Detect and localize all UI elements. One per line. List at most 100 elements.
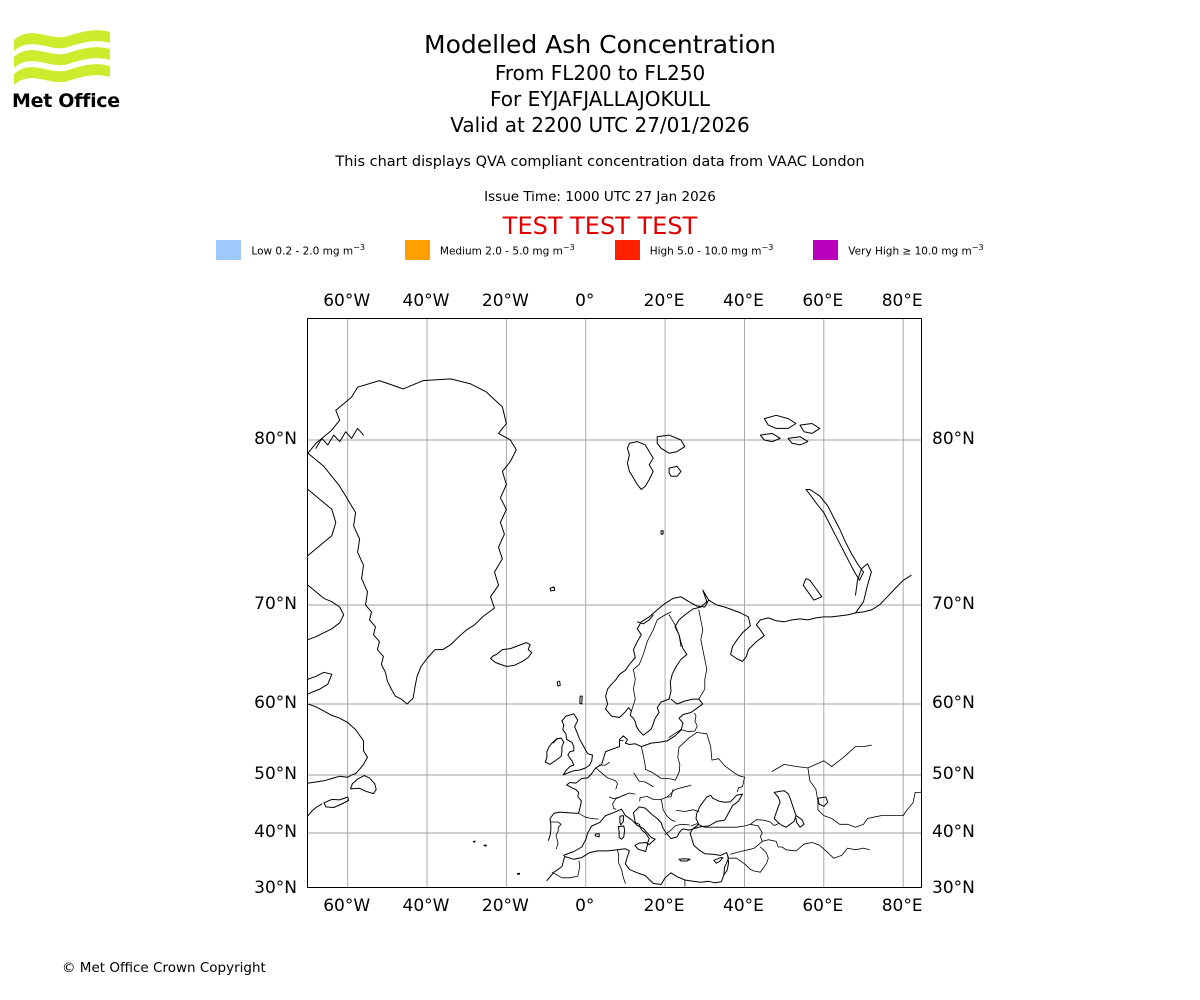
lon-tick-bottom: 40°E [723, 896, 764, 916]
border-de-pl-border [640, 746, 646, 770]
met-office-logo [12, 26, 112, 114]
lat-tick-left: 50°N [254, 764, 297, 784]
lat-tick-right: 70°N [932, 594, 975, 614]
coast-novaya-zemlya-north [805, 489, 864, 581]
coast-iceland [490, 642, 533, 667]
coast-shetland [579, 695, 583, 705]
legend-label-high: High 5.0 - 10.0 mg m−3 [649, 242, 774, 258]
border-hu-ro-border [666, 789, 674, 798]
border-iraq-ir-border [759, 846, 769, 873]
coast-europe-atlantic-coast [547, 698, 704, 841]
coast-azores-b [473, 840, 476, 843]
legend-item-medium: Medium 2.0 - 5.0 mg m−3 [404, 240, 575, 260]
border-ua-ru-border [736, 776, 745, 793]
border-fi-ru-border [698, 609, 708, 700]
border-at-it-border [612, 792, 636, 810]
border-tr-border [690, 823, 763, 855]
lon-tick-bottom: 80°E [881, 896, 923, 916]
lat-tick-left: 80°N [254, 429, 297, 449]
map-plot-area: 60°W 60°W 40°W 40°W 20°W 20°W 0° 0° 20°E 20°E 40°E… [254, 291, 975, 916]
legend-swatch-low [216, 240, 242, 260]
valid-time-line: Valid at 2200 UTC 27/01/2026 [450, 113, 750, 137]
lon-tick-top: 60°E [802, 291, 844, 311]
coast-bear-island [660, 530, 664, 535]
border-dk-de-border [619, 739, 624, 742]
lon-tick-top: 60°W [323, 291, 371, 311]
coast-greenland [308, 378, 517, 705]
border-gr-border [664, 823, 690, 836]
border-balkans-border [639, 785, 692, 800]
coast-newfoundland [350, 775, 377, 795]
lat-tick-right: 50°N [932, 764, 975, 784]
border-se-fi-border [668, 614, 682, 647]
coast-faroe-islands [556, 680, 561, 687]
coast-franz-josef-land-c [759, 432, 781, 443]
lon-tick-bottom: 20°E [643, 896, 685, 916]
coast-kola-white-sea [708, 574, 912, 662]
border-lt-lv-ee-border [668, 712, 698, 738]
border-maghreb-border [551, 860, 581, 879]
coast-ireland [544, 737, 565, 765]
coast-nova-scotia [323, 796, 349, 808]
border-pl-cz-sk-border [644, 768, 676, 781]
coast-sardinia [617, 825, 626, 840]
coast-north-africa-coast [546, 848, 730, 885]
coast-novaya-zemlya-south [802, 578, 823, 601]
coast-mallorca [594, 833, 600, 838]
border-ru-kz-border [771, 744, 872, 772]
lon-tick-top: 20°E [643, 291, 685, 311]
legend-label-low: Low 0.2 - 2.0 mg m−3 [251, 242, 365, 258]
coast-franz-josef-land-a [763, 414, 797, 429]
coast-hudson-ne [308, 671, 333, 695]
lat-tick-right: 30°N [932, 878, 975, 898]
lat-tick-left: 30°N [254, 878, 297, 898]
flight-level-line: From FL200 to FL250 [494, 61, 706, 85]
legend-swatch-medium [404, 240, 430, 260]
border-uk-ie-border [552, 737, 562, 744]
map-coastlines [308, 378, 921, 887]
border-ro-bg-border [675, 809, 700, 812]
border-by-ru-border [678, 732, 745, 778]
coast-corsica [619, 815, 624, 826]
coast-svalbard-spitsbergen [626, 441, 654, 490]
border-ch-it-border [609, 794, 626, 800]
lon-tick-bottom: 20°W [481, 896, 529, 916]
coast-svalbard-edgeoya [668, 465, 682, 477]
coast-lofoten [636, 614, 654, 625]
coast-madeira [517, 872, 520, 875]
copyright-notice: © Met Office Crown Copyright [62, 960, 266, 976]
coast-franz-josef-land-d [787, 436, 809, 446]
legend-item-low: Low 0.2 - 2.0 mg m−3 [216, 240, 365, 260]
legend-label-medium: Medium 2.0 - 5.0 mg m−3 [439, 242, 575, 258]
coast-franz-josef-land-b [799, 423, 821, 434]
page-title: Modelled Ash Concentration [424, 30, 776, 59]
border-ex-yu-border [660, 799, 676, 822]
border-ge-am-az-border [750, 819, 779, 826]
lon-tick-top: 40°W [402, 291, 450, 311]
coast-labrador-coast [308, 703, 368, 784]
coast-azores-a [483, 844, 487, 847]
legend-swatch-very-high [813, 240, 839, 260]
border-ir-border [761, 839, 835, 859]
map-canvas [308, 319, 921, 887]
lat-tick-right: 80°N [932, 429, 975, 449]
met-office-wordmark: Met Office [12, 90, 120, 112]
coast-cyprus [713, 857, 724, 864]
legend-item-very-high: Very High ≥ 10.0 mg m−3 [813, 240, 984, 260]
coast-scandinavia [605, 589, 710, 736]
volcano-line: For EYJAFJALLAJOKULL [490, 87, 710, 111]
lat-tick-left: 40°N [254, 822, 297, 842]
legend-item-high: High 5.0 - 10.0 mg m−3 [614, 240, 774, 260]
legend-swatch-high [614, 240, 640, 260]
border-syria-iraq-border [728, 857, 761, 873]
lon-tick-top: 40°E [723, 291, 764, 311]
coast-us-ne-coast [308, 803, 323, 817]
title-block: Modelled Ash Concentration From FL200 to… [0, 0, 1200, 240]
lon-tick-bottom: 40°W [402, 896, 450, 916]
coast-caspian-east [795, 815, 805, 828]
coast-crete [678, 858, 691, 862]
test-banner: TEST TEST TEST [502, 212, 698, 240]
legend-label-very-high: Very High ≥ 10.0 mg m−3 [848, 242, 984, 258]
map-frame [307, 318, 922, 888]
coast-baffin-labrador [308, 584, 345, 641]
